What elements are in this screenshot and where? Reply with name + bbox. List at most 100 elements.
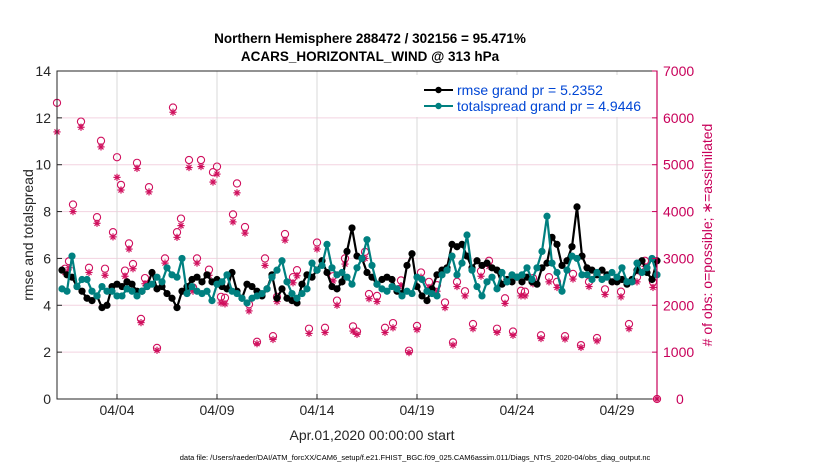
y-tick-label: 8 (43, 204, 51, 220)
y-tick-label: 4 (43, 297, 51, 313)
asterisk-stroke (234, 189, 240, 196)
point-totalspread (73, 282, 81, 291)
point-totalspread (483, 278, 491, 286)
asterisk-stroke (282, 237, 288, 244)
asterisk-stroke (138, 319, 144, 326)
obs-assimilated-marker (333, 301, 341, 309)
point-totalspread (288, 289, 296, 298)
asterisk-stroke (242, 230, 248, 237)
asterisk-stroke (110, 233, 116, 240)
point-totalspread (353, 264, 361, 272)
point-rmse (58, 266, 66, 274)
point-rmse (298, 280, 306, 288)
asterisk-stroke (130, 265, 136, 272)
y2-tick-label: 3000 (663, 250, 694, 266)
obs-assimilated-marker (593, 337, 601, 345)
asterisk-stroke (594, 337, 600, 344)
point-totalspread (398, 292, 406, 300)
point-totalspread (183, 289, 191, 298)
point-totalspread (128, 287, 136, 295)
asterisk-stroke (230, 218, 236, 225)
point-totalspread (78, 275, 86, 284)
obs-assimilated-marker (321, 328, 329, 337)
point-rmse (103, 301, 111, 309)
obs-assimilated-marker (101, 271, 109, 279)
point-totalspread (218, 278, 226, 286)
point-totalspread (418, 275, 426, 284)
obs-assimilated-marker (153, 346, 161, 354)
asterisk-stroke (290, 279, 296, 286)
asterisk-stroke (70, 208, 76, 215)
asterisk-stroke (114, 174, 120, 181)
asterisk-stroke (502, 300, 508, 307)
data-file-footnote: data file: /Users/raeder/DAI/ATM_forcXX/… (180, 453, 651, 462)
point-rmse (168, 294, 176, 302)
obs-assimilated-marker (509, 331, 517, 339)
asterisk-stroke (354, 331, 360, 338)
x-axis-label: Apr.01,2020 00:00:00 start (289, 427, 454, 443)
point-rmse (533, 280, 541, 288)
obs-assimilated-marker (177, 222, 185, 230)
y-ticks: 0 2 4 6 8 10 12 14 (35, 63, 62, 407)
point-totalspread (68, 252, 76, 260)
point-rmse (418, 292, 426, 300)
obs-assimilated-marker (229, 218, 237, 226)
asterisk-stroke (602, 291, 608, 298)
y-tick-label: 6 (43, 250, 51, 266)
point-totalspread (328, 264, 336, 272)
point-totalspread (443, 266, 451, 274)
obs-assimilated-marker (373, 297, 381, 306)
point-totalspread (163, 264, 171, 272)
obs-assimilated-marker (553, 283, 561, 292)
point-totalspread (533, 264, 541, 272)
asterisk-stroke (306, 330, 312, 337)
point-rmse (473, 257, 481, 265)
point-rmse (568, 243, 576, 251)
obs-assimilated-marker (169, 108, 177, 116)
point-totalspread (263, 285, 271, 293)
point-totalspread (553, 268, 561, 277)
point-rmse (573, 203, 581, 211)
point-totalspread (298, 289, 306, 298)
obs-assimilated-marker (209, 178, 217, 186)
obs-assimilated-marker (293, 272, 301, 280)
point-totalspread (623, 278, 631, 286)
obs-assimilated-marker (449, 341, 457, 349)
obs-assimilated-marker (253, 340, 261, 348)
point-totalspread (523, 264, 531, 272)
point-totalspread (528, 275, 536, 284)
asterisk-stroke (322, 329, 328, 336)
point-totalspread (278, 257, 286, 265)
point-totalspread (313, 266, 321, 274)
obs-assimilated-marker (405, 349, 413, 357)
obs-assimilated-marker (221, 300, 229, 308)
point-rmse (348, 224, 356, 232)
point-totalspread (258, 289, 266, 298)
point-totalspread (283, 278, 291, 286)
obs-assimilated-marker (441, 304, 449, 312)
point-rmse (608, 278, 616, 286)
point-totalspread (243, 299, 251, 307)
asterisk-stroke (86, 269, 92, 276)
obs-possible-marker (228, 210, 238, 219)
asterisk-stroke (650, 284, 656, 291)
point-totalspread (383, 287, 391, 295)
asterisk-stroke (98, 143, 104, 150)
obs-assimilated-marker (649, 283, 657, 292)
obs-assimilated-marker (585, 282, 593, 291)
asterisk-stroke (510, 332, 516, 339)
y-axis-label: rmse and totalspread (20, 169, 36, 301)
obs-assimilated-marker (493, 328, 501, 337)
obs-assimilated-marker (145, 188, 153, 196)
asterisk-stroke (494, 329, 500, 336)
point-totalspread (178, 254, 186, 263)
obs-assimilated-marker (97, 143, 105, 151)
obs-assimilated-marker (501, 299, 509, 308)
y2-tick-label: 0 (676, 391, 684, 407)
point-totalspread (273, 266, 281, 274)
y2-tick-label: 7000 (663, 63, 694, 79)
x-tick-label: 04/29 (599, 402, 634, 418)
point-totalspread (138, 287, 146, 295)
chart-subtitle: ACARS_HORIZONTAL_WIND @ 313 hPa (241, 49, 500, 64)
